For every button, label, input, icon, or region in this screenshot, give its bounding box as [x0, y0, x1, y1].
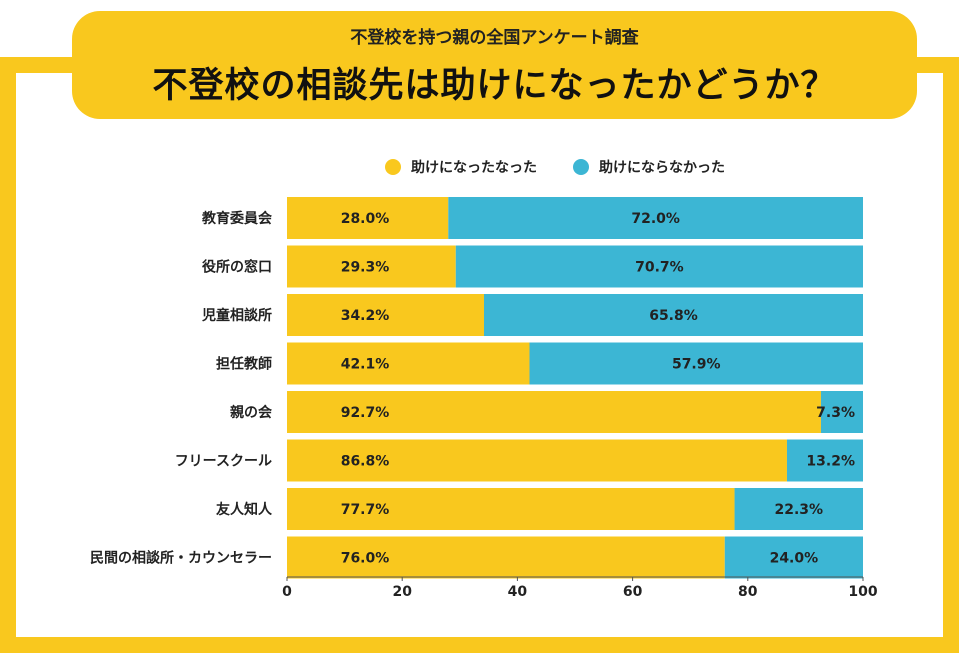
x-tick-label: 80 — [738, 584, 758, 600]
frame-bottom — [0, 637, 959, 653]
bar-helped — [287, 245, 456, 288]
bar-helped — [287, 197, 449, 239]
legend-swatch-helped — [385, 159, 401, 175]
x-tick-label: 40 — [508, 584, 528, 600]
category-label: 担任教師 — [216, 356, 272, 373]
bar-helped — [287, 391, 821, 433]
x-tick-label: 60 — [623, 584, 643, 600]
data-label-helped: 86.8% — [341, 454, 390, 470]
data-label-helped: 29.3% — [341, 260, 390, 276]
data-label-not-helped: 65.8% — [649, 308, 698, 324]
data-label-not-helped: 22.3% — [774, 502, 823, 518]
category-label: 役所の窓口 — [202, 259, 272, 276]
frame-left — [0, 57, 16, 653]
legend-item-not-helped: 助けにならなかった — [573, 157, 725, 177]
chart-subtitle: 不登校を持つ親の全国アンケート調査 — [350, 28, 639, 48]
data-label-not-helped: 24.0% — [770, 551, 819, 567]
legend-label-helped: 助けになったなった — [411, 160, 537, 176]
category-label: 友人知人 — [216, 501, 273, 518]
bar-not-helped — [455, 245, 863, 288]
data-label-not-helped: 70.7% — [635, 260, 684, 276]
category-label: 親の会 — [230, 404, 273, 421]
legend-swatch-not-helped — [573, 159, 589, 175]
data-label-not-helped: 13.2% — [806, 454, 855, 470]
data-label-helped: 34.2% — [341, 308, 390, 324]
data-label-helped: 28.0% — [341, 211, 390, 227]
chart-title: 不登校の相談先は助けになったかどうか？ — [152, 66, 837, 106]
chart-legend: 助けになったなった 助けにならなかった — [385, 156, 761, 178]
bar-helped — [287, 342, 530, 385]
bar-not-helped — [529, 342, 863, 385]
category-label: 民間の相談所・カウンセラー — [90, 550, 272, 567]
data-label-helped: 77.7% — [341, 502, 390, 518]
x-tick-label: 100 — [848, 584, 877, 600]
bar-helped — [287, 294, 484, 336]
data-label-not-helped: 72.0% — [631, 211, 680, 227]
bar-not-helped — [786, 439, 863, 482]
legend-label-not-helped: 助けにならなかった — [599, 160, 725, 176]
bar-helped — [287, 536, 725, 579]
bar-helped — [287, 439, 787, 482]
bar-not-helped — [820, 391, 863, 433]
data-label-not-helped: 57.9% — [672, 357, 721, 373]
frame-right — [943, 57, 959, 653]
bar-not-helped — [448, 197, 863, 239]
category-label: フリースクール — [175, 454, 272, 470]
title-banner: 不登校を持つ親の全国アンケート調査 不登校の相談先は助けになったかどうか？ — [72, 11, 917, 119]
data-label-helped: 92.7% — [341, 405, 390, 421]
bar-helped — [287, 488, 735, 530]
legend-item-helped: 助けになったなった — [385, 157, 537, 177]
data-label-helped: 42.1% — [341, 357, 390, 373]
x-tick-label: 20 — [392, 584, 412, 600]
bar-not-helped — [483, 294, 863, 336]
category-label: 児童相談所 — [201, 307, 272, 324]
data-label-helped: 76.0% — [341, 551, 390, 567]
bar-not-helped — [734, 488, 863, 530]
bar-not-helped — [724, 536, 863, 579]
x-tick-label: 0 — [282, 584, 292, 600]
category-label: 教育委員会 — [202, 210, 273, 227]
data-label-not-helped: 7.3% — [816, 405, 855, 421]
